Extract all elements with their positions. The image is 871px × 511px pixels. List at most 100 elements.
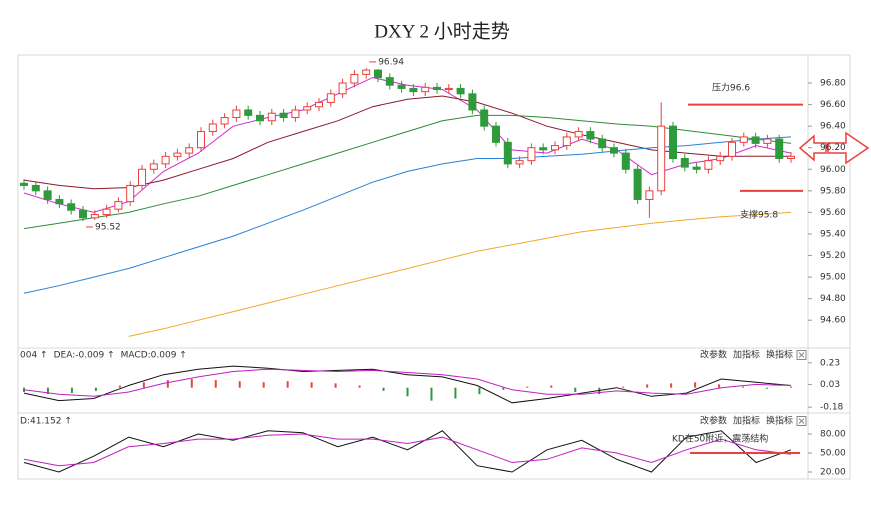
y-tick-label: 96.40 <box>820 122 846 132</box>
indicator-line <box>23 368 792 397</box>
candle-body <box>385 77 394 86</box>
candle-body <box>79 209 87 219</box>
candle-body <box>90 214 99 219</box>
y-tick-label: 96.60 <box>820 100 846 110</box>
toolbar-button[interactable]: 换指标 <box>766 349 793 361</box>
y-tick-label: 95.20 <box>820 251 846 261</box>
candle-body <box>197 131 205 149</box>
annotation-label: 支撑95.8 <box>740 209 778 221</box>
candle-body <box>657 125 666 192</box>
candle-body <box>397 84 406 89</box>
candle-body <box>633 168 642 200</box>
indicator-legend: DEA:-0.009 ↑ <box>54 351 115 361</box>
arrow-left <box>798 134 827 162</box>
candle-body <box>267 112 276 122</box>
candle-body <box>751 136 760 144</box>
indicator-legend: D:41.152 ↑ <box>20 417 72 427</box>
y-tick-label: 95.40 <box>820 229 846 239</box>
candle-body <box>551 145 559 151</box>
y-tick-label: 95.60 <box>820 208 846 218</box>
candle-body <box>621 152 630 170</box>
candle-body <box>338 82 347 95</box>
candle-body <box>350 73 359 84</box>
y-tick-label: 94.60 <box>820 316 846 326</box>
y-tick-label: 94.80 <box>820 294 846 304</box>
annotation-label: KD在50附近，震荡结构 <box>672 433 768 445</box>
candle-body <box>645 190 654 200</box>
candle-body <box>149 163 158 170</box>
candle-body <box>692 166 701 170</box>
candle-body <box>598 138 607 149</box>
indicator-line <box>23 433 792 467</box>
candle-body <box>291 109 300 119</box>
candle-body <box>20 182 28 186</box>
y-tick-label: 95.80 <box>820 186 846 196</box>
y-tick-label: 0.23 <box>820 358 840 368</box>
candle-body <box>539 147 548 151</box>
toolbar-button[interactable]: 改参数 <box>700 349 727 361</box>
candle-body <box>574 131 583 138</box>
candle-body <box>492 125 500 143</box>
candle-body <box>728 141 736 157</box>
y-tick-label: 95.00 <box>820 273 846 283</box>
candle-body <box>326 93 335 103</box>
candle-body <box>421 86 430 93</box>
candle-body <box>256 114 264 122</box>
y-tick-label: 20.00 <box>820 467 846 477</box>
candle-body <box>468 93 477 111</box>
candle-body <box>43 190 52 200</box>
y-tick-label: 50.00 <box>820 448 846 458</box>
candle-body <box>303 106 312 111</box>
candle-body <box>669 125 677 159</box>
extreme-label: 95.52 <box>95 223 121 233</box>
y-tick-label: 0.03 <box>820 380 840 390</box>
close-icon <box>798 352 805 358</box>
toolbar-button[interactable]: 换指标 <box>766 415 793 427</box>
candle-body <box>480 109 489 127</box>
close-icon <box>798 418 805 424</box>
candle-body <box>775 138 784 159</box>
candle-body <box>409 87 418 93</box>
indicator-legend: 004 ↑ <box>20 351 48 361</box>
candle-body <box>185 147 194 154</box>
candle-body <box>208 123 217 133</box>
candle-body <box>244 109 253 116</box>
candle-body <box>232 109 241 119</box>
y-tick-label: 96.20 <box>820 143 846 153</box>
indicator-legend: MACD:0.009 ↑ <box>121 351 187 361</box>
candle-body <box>220 117 229 125</box>
arrow-right <box>827 131 870 165</box>
candle-body <box>739 136 748 143</box>
candle-body <box>444 87 453 90</box>
chart-title: DXY 2 小时走势 <box>374 20 509 42</box>
candle-body <box>161 155 170 165</box>
candle-body <box>586 131 595 140</box>
candle-body <box>787 155 795 159</box>
candle-body <box>527 147 536 162</box>
candle-body <box>31 184 40 192</box>
candle-body <box>315 101 323 108</box>
candle-body <box>67 203 76 211</box>
candle-body <box>173 152 182 157</box>
indicator-line <box>128 211 792 337</box>
toolbar-button[interactable]: 改参数 <box>700 415 727 427</box>
indicator-line <box>23 365 792 404</box>
candle-body <box>680 157 689 168</box>
candle-body <box>374 69 382 79</box>
candle-body <box>456 87 465 95</box>
y-tick-label: 96.00 <box>820 165 846 175</box>
chart-frame <box>17 54 851 480</box>
y-tick-label: 96.80 <box>820 79 846 89</box>
y-tick-label: -0.18 <box>820 403 844 413</box>
candle-body <box>716 155 725 162</box>
indicator-line <box>23 430 792 473</box>
toolbar-button[interactable]: 加指标 <box>733 415 760 427</box>
candle-body <box>55 198 64 205</box>
extreme-label: 96.94 <box>378 57 404 67</box>
y-tick-label: 80.00 <box>820 429 846 439</box>
candle-body <box>102 208 111 216</box>
indicator-line <box>23 136 792 294</box>
candle-body <box>114 201 123 210</box>
toolbar-button[interactable]: 加指标 <box>733 349 760 361</box>
